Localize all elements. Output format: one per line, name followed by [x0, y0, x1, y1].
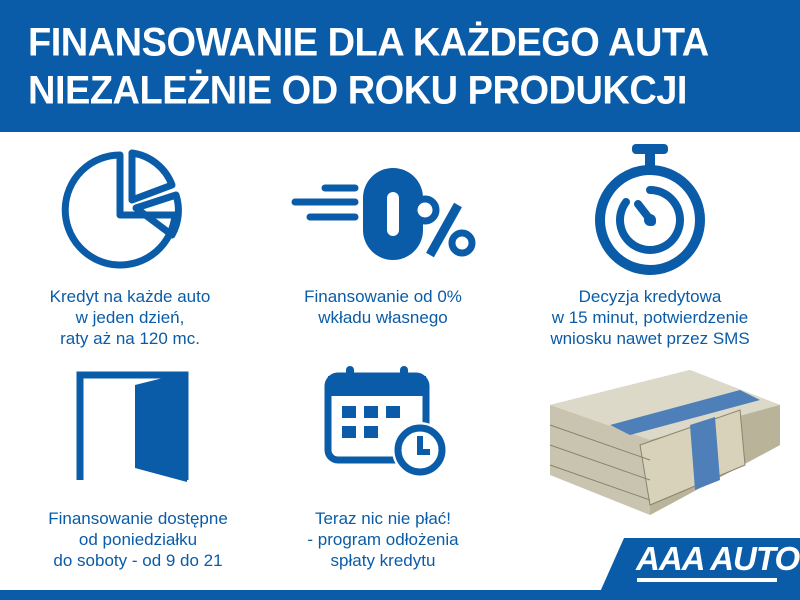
feature-caption-deferral: Teraz nic nie płać! - program odłożenia … — [253, 508, 513, 571]
caption-line: Finansowanie dostępne — [48, 509, 228, 528]
caption-line: Teraz nic nie płać! — [314, 509, 452, 528]
calendar-clock-icon — [324, 366, 448, 478]
feature-caption-decision: Decyzja kredytowa w 15 minut, potwierdze… — [520, 286, 780, 349]
logo-background — [600, 538, 800, 592]
stopwatch-icon — [595, 144, 705, 275]
headline-line-1: FINANSOWANIE DLA KAŻDEGO AUTA — [28, 20, 709, 66]
feature-caption-hours: Finansowanie dostępne od poniedziałku do… — [8, 508, 268, 571]
caption-line: - program odłożenia — [307, 530, 459, 549]
caption-line: od poniedziałku — [78, 530, 198, 549]
feature-caption-zero-down: Finansowanie od 0% wkładu własnego — [253, 286, 513, 328]
caption-line: Decyzja kredytowa — [578, 287, 722, 306]
caption-line: w 15 minut, potwierdzenie — [551, 308, 749, 327]
zero-percent-icon — [291, 168, 476, 260]
headline-line-2: NIEZALEŻNIE OD ROKU PRODUKCJI — [28, 68, 687, 114]
pie-chart-icon — [61, 149, 182, 269]
caption-line: spłaty kredytu — [330, 551, 436, 570]
feature-caption-credit: Kredyt na każde auto w jeden dzień, raty… — [0, 286, 260, 349]
logo-underline — [637, 578, 777, 582]
caption-line: raty aż na 120 mc. — [60, 329, 200, 348]
caption-line: do soboty - od 9 do 21 — [53, 551, 223, 570]
caption-line: wniosku nawet przez SMS — [550, 329, 750, 348]
caption-line: Finansowanie od 0% — [304, 287, 462, 306]
money-stack-image — [549, 370, 780, 515]
header-banner: FINANSOWANIE DLA KAŻDEGO AUTA NIEZALEŻNI… — [0, 0, 800, 132]
caption-line: Kredyt na każde auto — [49, 287, 211, 306]
caption-line: wkładu własnego — [318, 308, 448, 327]
open-door-icon — [76, 371, 189, 482]
caption-line: w jeden dzień, — [75, 308, 185, 327]
footer-strip — [0, 590, 800, 600]
aaa-auto-logo: AAA AUTO — [636, 540, 800, 577]
